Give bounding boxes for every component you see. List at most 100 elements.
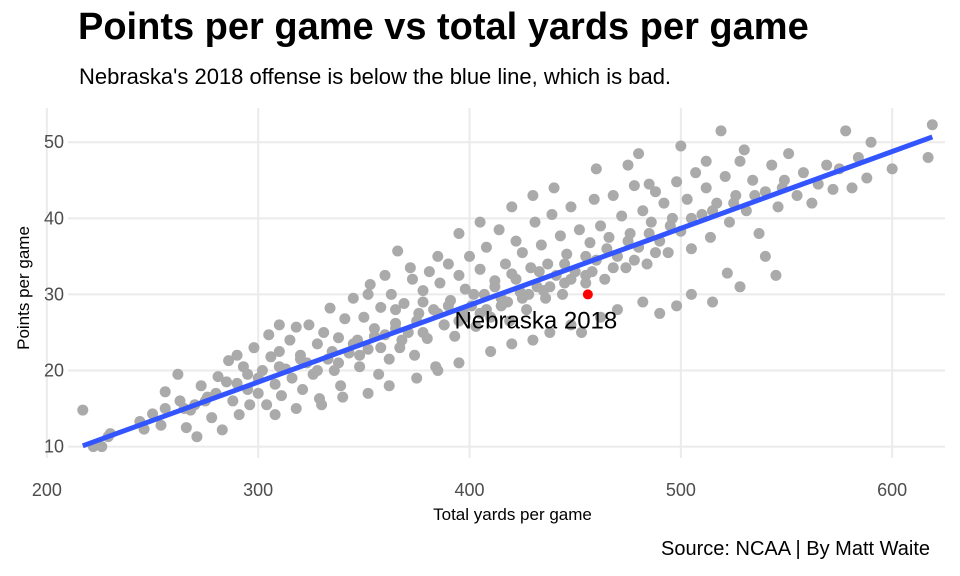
highlight-point-nebraska [582, 289, 593, 300]
data-point [417, 285, 429, 297]
x-tick-label: 300 [243, 480, 273, 500]
data-point [516, 247, 528, 259]
data-point [544, 326, 556, 338]
data-point [797, 167, 809, 179]
data-point [557, 288, 569, 300]
data-point [704, 231, 716, 243]
data-point [506, 201, 518, 213]
data-point [506, 338, 518, 350]
data-point [675, 140, 687, 152]
data-point [385, 288, 397, 300]
data-point [529, 216, 541, 228]
highlight-label: Nebraska 2018 [454, 307, 617, 334]
y-axis-title: Points per game [14, 226, 33, 350]
data-point [347, 292, 359, 304]
data-point [77, 404, 89, 416]
data-point [840, 125, 852, 137]
data-point [383, 380, 395, 392]
data-point [470, 320, 482, 332]
data-point [332, 332, 344, 344]
data-point [368, 323, 380, 335]
data-point [690, 167, 702, 179]
data-point [316, 399, 328, 411]
data-point [753, 228, 765, 240]
data-point [561, 248, 573, 260]
data-point [654, 307, 666, 319]
data-point [588, 193, 600, 205]
data-point [926, 119, 938, 131]
data-point [335, 380, 347, 392]
data-point [611, 304, 623, 316]
data-point [252, 387, 264, 399]
y-tick-label: 50 [44, 132, 64, 152]
y-axis-ticks: 10 20 30 40 50 [44, 132, 64, 456]
data-point [504, 315, 516, 327]
data-point [595, 220, 607, 232]
data-point [791, 190, 803, 201]
data-point [392, 245, 404, 257]
data-point [603, 231, 615, 243]
chart-title: Points per game vs total yards per game [78, 6, 809, 48]
data-point [383, 353, 395, 365]
data-point [671, 176, 683, 188]
data-point [233, 409, 245, 421]
data-point [734, 281, 746, 293]
data-point [723, 216, 735, 228]
data-point [590, 163, 602, 175]
data-point [559, 258, 571, 270]
data-point [442, 300, 454, 312]
data-point [337, 391, 349, 403]
data-point [599, 273, 611, 285]
data-point [772, 201, 784, 213]
data-point [459, 311, 471, 323]
data-point [474, 263, 486, 275]
data-point [354, 349, 366, 361]
data-point [191, 431, 203, 443]
data-point [155, 419, 167, 431]
data-point [783, 148, 795, 160]
data-point [548, 182, 560, 194]
data-point [649, 247, 661, 259]
data-point [641, 258, 653, 270]
data-point [220, 376, 232, 388]
data-point [417, 326, 429, 338]
data-point [354, 361, 366, 373]
data-point [607, 262, 619, 274]
y-tick-label: 30 [44, 284, 64, 304]
chart-caption: Source: NCAA | By Matt Waite [661, 538, 930, 560]
data-point [499, 258, 511, 270]
data-point [358, 311, 370, 323]
data-point [212, 371, 224, 383]
data-point [510, 235, 522, 247]
data-point [284, 334, 296, 346]
data-point [311, 365, 323, 376]
data-point [362, 343, 374, 355]
data-point [96, 441, 108, 453]
data-point [747, 174, 759, 186]
data-point [502, 296, 514, 308]
data-point [375, 301, 387, 313]
data-point [411, 372, 423, 384]
data-point [265, 351, 277, 363]
data-point [449, 330, 461, 342]
data-point [681, 193, 693, 205]
data-point [261, 399, 273, 411]
data-point [362, 387, 374, 399]
data-point [273, 345, 285, 357]
x-tick-label: 200 [32, 480, 62, 500]
data-point [821, 159, 833, 171]
data-point [643, 178, 655, 190]
data-point [510, 273, 522, 285]
data-point [223, 355, 235, 367]
data-point [216, 424, 228, 436]
data-point [485, 345, 497, 357]
data-point [398, 298, 410, 310]
data-point [671, 300, 683, 312]
data-point [719, 170, 731, 182]
data-point [362, 288, 374, 300]
data-point [453, 228, 465, 240]
data-point [633, 148, 645, 160]
data-point [263, 329, 275, 341]
data-point [542, 258, 554, 270]
data-point [658, 197, 670, 209]
